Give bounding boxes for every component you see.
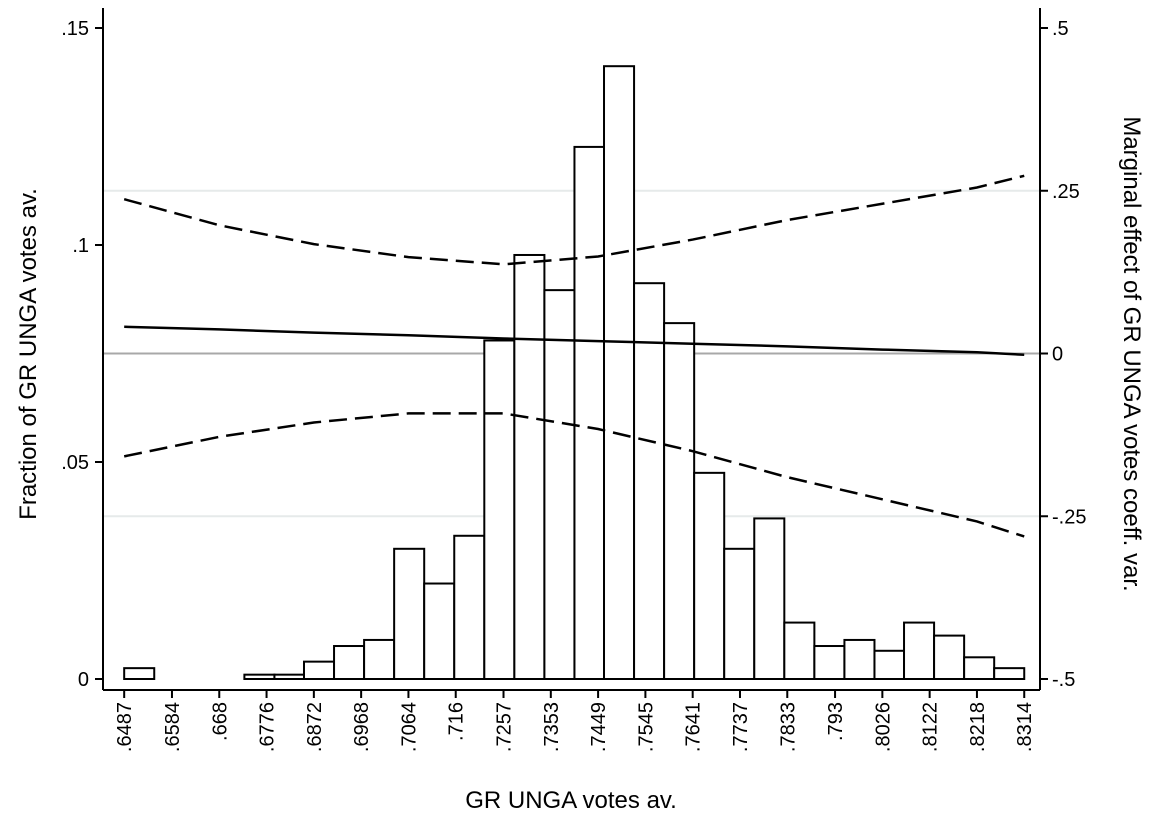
y-tick-label: .15 [61,18,89,40]
line [124,325,1025,357]
x-tick-label: .6968 [351,702,373,752]
bar [693,471,726,680]
bar [813,645,846,680]
x-tick-label: .8122 [920,702,942,752]
bar [393,547,426,680]
line [123,412,1025,538]
y2-tick-label: .5 [1052,18,1069,40]
bar [723,547,756,680]
bar [663,322,696,680]
bar [993,667,1026,681]
x-tick-label: .6872 [304,702,326,752]
y2-tick-label: .25 [1052,181,1080,203]
bar [633,282,666,680]
bar [513,253,546,680]
bar [302,660,336,681]
bar [783,621,816,681]
x-tick-label: .7064 [398,702,420,752]
bar [123,667,156,681]
bar [453,534,486,681]
bar [573,145,606,680]
y2-tick-label: -.5 [1052,669,1075,691]
x-tick-label: .6584 [162,702,184,752]
y2-tick-label: 0 [1052,344,1063,366]
bar [273,673,305,680]
y-tick-label: 0 [78,669,89,691]
x-tick-label: .6776 [257,702,279,752]
bar [753,517,786,680]
y2-axis-title: Marginal effect of GR UNGA votes coeff. … [1118,116,1145,591]
x-tick-label: .7353 [541,702,563,752]
x-tick-label: .7257 [494,702,516,752]
bar [363,638,396,681]
x-tick-label: .6487 [114,702,136,752]
x-tick-label: .716 [446,702,468,741]
x-tick-label: .8314 [1014,702,1036,752]
bar [603,65,636,680]
bar [843,638,876,681]
x-tick-label: .8026 [872,702,894,752]
x-tick-label: .7833 [777,702,799,752]
y-tick-label: .05 [61,452,89,474]
y-axis-title: Fraction of GR UNGA votes av. [15,188,42,520]
x-tick-label: .7545 [635,702,657,752]
x-tick-label: .7449 [588,702,610,752]
bar [243,673,276,680]
bar [963,656,996,680]
bar [873,649,906,680]
bar [543,289,576,680]
x-tick-label: .793 [825,702,847,741]
bar [903,621,936,681]
x-axis-title: GR UNGA votes av. [465,787,677,814]
bar [933,634,966,680]
y2-tick-label: -.25 [1052,506,1086,528]
y-tick-label: .1 [72,235,89,257]
x-tick-label: .668 [209,702,231,741]
bar [483,339,516,680]
bar [423,582,456,681]
x-tick-label: .7641 [683,702,705,752]
x-tick-label: .8218 [967,702,989,752]
x-tick-label: .7737 [730,702,752,752]
bar [333,645,366,680]
line [123,174,1025,266]
